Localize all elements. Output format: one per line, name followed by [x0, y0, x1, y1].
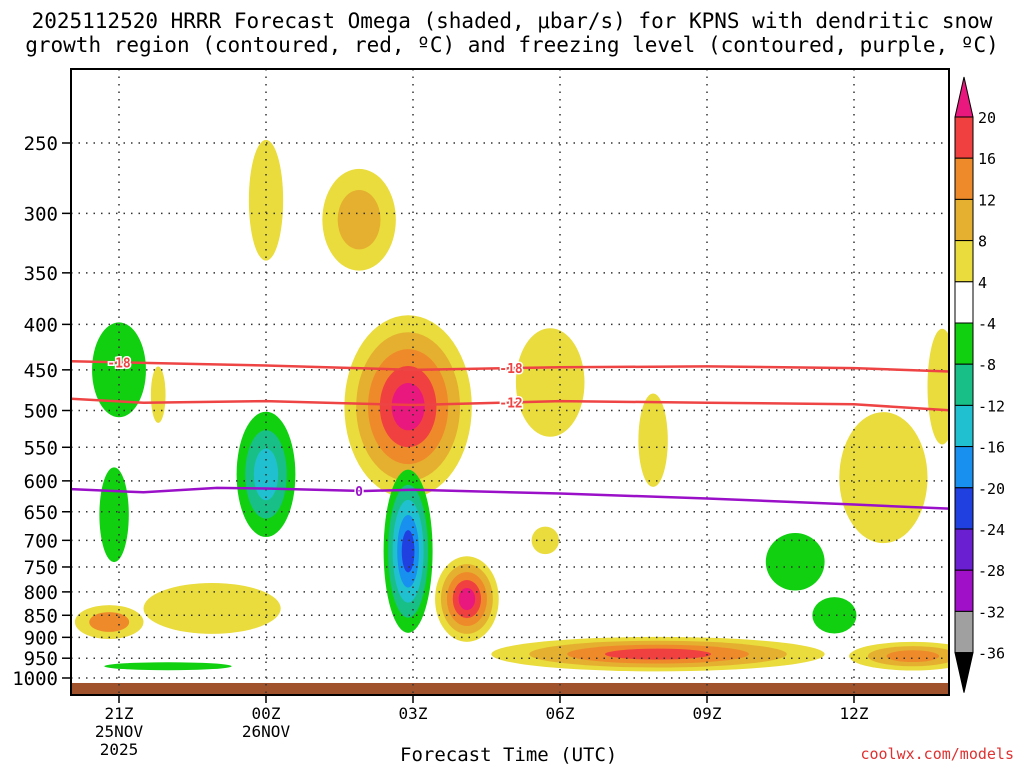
colorbar-bottom-arrow	[954, 652, 974, 693]
colorbar-band-7	[954, 404, 974, 448]
contour-line-1	[71, 397, 949, 412]
x-tick-label-24-1: 26NOV	[242, 722, 291, 741]
colorbar-band-8	[954, 446, 974, 489]
credit-link[interactable]: coolwx.com/models	[860, 745, 1014, 763]
y-tick-label-650: 650	[24, 502, 58, 524]
y-tick-label-450: 450	[24, 360, 58, 382]
omega-region-20-level-0	[812, 597, 857, 634]
colorbar-band-12	[954, 610, 974, 654]
colorbar-label-1: 16	[978, 150, 996, 168]
colorbar-label-8: -16	[978, 439, 1005, 457]
y-tick-label-500: 500	[24, 401, 58, 423]
y-tick-label-950: 950	[24, 648, 58, 670]
colorbar-label-4: 4	[978, 274, 987, 292]
omega-region-10-level-3	[604, 648, 712, 660]
plot-frame	[70, 68, 950, 696]
colorbar-band-6	[954, 363, 974, 406]
y-tick-label-300: 300	[24, 203, 58, 225]
x-tick-label-30-0: 06Z	[546, 704, 575, 723]
contour-line-2	[71, 486, 949, 510]
x-tick-label-36-0: 12Z	[840, 704, 869, 723]
y-tick-label-550: 550	[24, 437, 58, 459]
x-tick-label-21-0: 21Z	[105, 704, 134, 723]
x-tick-label-33-0: 09Z	[693, 704, 722, 723]
chart-title-line1: 2025112520 HRRR Forecast Omega (shaded, …	[31, 9, 993, 33]
x-tick-label-27-0: 03Z	[399, 704, 428, 723]
y-tick-label-850: 850	[24, 605, 58, 627]
omega-region-7-level-0	[531, 526, 560, 555]
ground	[71, 682, 949, 695]
colorbar-label-11: -28	[978, 562, 1005, 580]
omega-region-12-level-0	[839, 412, 928, 544]
chart-title-line2: growth region (contoured, red, ºC) and f…	[25, 33, 999, 57]
contour-line-0	[71, 359, 949, 373]
y-tick-label-700: 700	[24, 530, 58, 552]
x-axis-label: Forecast Time (UTC)	[400, 744, 618, 766]
contour-label-1-0: -12	[499, 396, 522, 411]
colorbar-label-10: -24	[978, 521, 1005, 539]
colorbar-label-9: -20	[978, 480, 1005, 498]
y-tick-label-350: 350	[24, 263, 58, 285]
colorbar-label-12: -32	[978, 603, 1005, 621]
y-axis: 2503003504004505005506006507007508008509…	[12, 133, 71, 690]
colorbar-band-11	[954, 569, 974, 612]
colorbar: 20 16 12 8 4 -4 -8 -12 -16 -20 -24 -28 -32 -36	[954, 76, 1005, 693]
x-tick-label-21-2: 2025	[100, 740, 139, 759]
y-tick-label-800: 800	[24, 582, 58, 604]
colorbar-band-4	[954, 281, 974, 324]
omega-region-9-level-0	[150, 366, 166, 423]
colorbar-band-3	[954, 240, 974, 283]
omega-region-4-level-4	[391, 382, 425, 431]
omega-region-17-level-4	[401, 530, 415, 573]
colorbar-label-0: 20	[978, 109, 996, 127]
x-tick-label-24-0: 00Z	[252, 704, 281, 723]
omega-region-11-level-2	[886, 650, 940, 663]
ground-fill	[71, 682, 949, 695]
y-tick-label-1000: 1000	[12, 668, 58, 690]
colorbar-label-3: 8	[978, 233, 987, 251]
omega-region-19-level-0	[765, 533, 825, 591]
omega-region-3-level-1	[337, 190, 381, 250]
colorbar-label-5: -4	[978, 315, 996, 333]
y-tick-label-750: 750	[24, 557, 58, 579]
colorbar-band-9	[954, 487, 974, 530]
omega-region-2-level-0	[248, 139, 284, 261]
colorbar-label-6: -8	[978, 356, 996, 374]
colorbar-label-7: -12	[978, 397, 1005, 415]
omega-region-13-level-0	[927, 328, 949, 445]
colorbar-band-2	[954, 198, 974, 242]
colorbar-label-13: -36	[978, 645, 1005, 663]
y-tick-label-250: 250	[24, 133, 58, 155]
colorbar-band-0	[954, 116, 974, 159]
contour-label-0-1: -18	[499, 362, 523, 377]
contour-label-2-0: 0	[355, 485, 363, 500]
omega-region-5-level-4	[458, 587, 476, 611]
omega-region-18-level-0	[104, 662, 232, 671]
y-tick-label-900: 900	[24, 627, 58, 649]
omega-region-6-level-0	[515, 328, 585, 437]
contour-label-0-0: -18	[107, 356, 131, 371]
y-tick-label-400: 400	[24, 314, 58, 336]
colorbar-band-1	[954, 157, 974, 200]
contours: -18 -18 -12 0	[71, 355, 949, 510]
omega-region-8-level-0	[638, 393, 668, 487]
omega-region-1-level-0	[143, 582, 281, 634]
colorbar-label-2: 12	[978, 191, 996, 209]
colorbar-band-10	[954, 528, 974, 571]
y-tick-label-600: 600	[24, 471, 58, 493]
colorbar-top-arrow	[954, 76, 974, 118]
x-tick-label-21-1: 25NOV	[95, 722, 144, 741]
colorbar-band-5	[954, 322, 974, 365]
